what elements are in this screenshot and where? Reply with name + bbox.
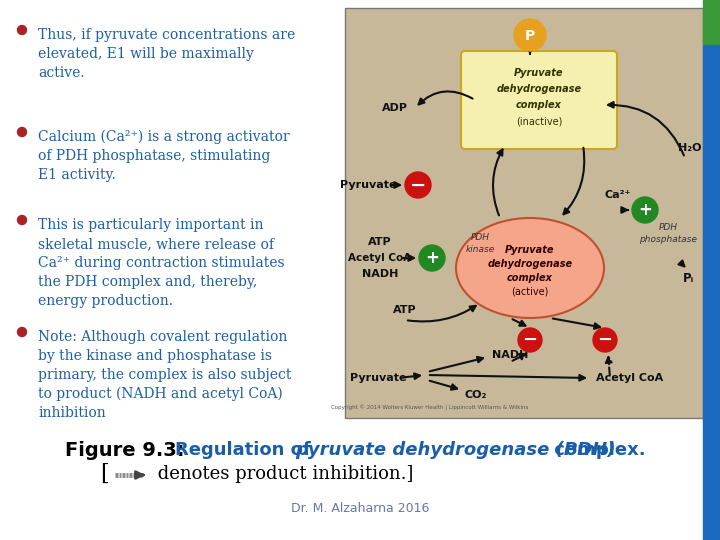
Text: Thus, if pyruvate concentrations are
elevated, E1 will be maximally
active.: Thus, if pyruvate concentrations are ele…: [38, 28, 295, 80]
Text: (inactive): (inactive): [516, 116, 562, 126]
Text: −: −: [523, 331, 538, 349]
Circle shape: [17, 215, 27, 225]
Text: Dr. M. Alzaharna 2016: Dr. M. Alzaharna 2016: [291, 502, 429, 515]
Text: ATP: ATP: [368, 237, 392, 247]
Circle shape: [17, 25, 27, 35]
Text: complex.: complex.: [548, 441, 646, 459]
Circle shape: [514, 19, 546, 51]
Circle shape: [17, 127, 27, 137]
Text: dehydrogenase: dehydrogenase: [487, 259, 572, 269]
Text: Regulation of: Regulation of: [175, 441, 317, 459]
Circle shape: [593, 328, 617, 352]
Text: denotes product inhibition.]: denotes product inhibition.]: [152, 465, 413, 483]
Text: Ca²⁺: Ca²⁺: [605, 190, 631, 200]
FancyBboxPatch shape: [461, 51, 617, 149]
Text: Pyruvate: Pyruvate: [505, 245, 554, 255]
Text: PDH: PDH: [659, 224, 678, 233]
Text: −: −: [598, 331, 613, 349]
Text: Note: Although covalent regulation
by the kinase and phosphatase is
primary, the: Note: Although covalent regulation by th…: [38, 330, 292, 420]
Text: P: P: [525, 29, 535, 43]
Circle shape: [518, 328, 542, 352]
Text: phosphatase: phosphatase: [639, 235, 697, 245]
Text: Pyruvate: Pyruvate: [350, 373, 406, 383]
Text: ATP: ATP: [393, 305, 417, 315]
Text: Pyruvate: Pyruvate: [340, 180, 396, 190]
Text: Copyright © 2014 Wolters Kluwer Health | Lippincott Williams & Wilkins: Copyright © 2014 Wolters Kluwer Health |…: [331, 405, 528, 411]
Ellipse shape: [456, 218, 604, 318]
Bar: [0, 420, 703, 540]
Bar: [703, 45, 720, 540]
Text: +: +: [425, 249, 439, 267]
Circle shape: [17, 327, 27, 336]
Circle shape: [419, 245, 445, 271]
Text: Acetyl CoA: Acetyl CoA: [348, 253, 412, 263]
Text: Pyruvate: Pyruvate: [514, 68, 564, 78]
Text: [: [: [100, 463, 109, 485]
Text: −: −: [410, 176, 426, 194]
Text: Pᵢ: Pᵢ: [683, 272, 693, 285]
Bar: [703, 0, 720, 45]
Text: dehydrogenase: dehydrogenase: [496, 84, 582, 94]
Text: complex: complex: [516, 100, 562, 110]
Text: H₂O: H₂O: [678, 143, 702, 153]
Circle shape: [632, 197, 658, 223]
Text: NADH: NADH: [492, 350, 528, 360]
Text: +: +: [638, 201, 652, 219]
Text: CO₂: CO₂: [465, 390, 487, 400]
Text: This is particularly important in
skeletal muscle, where release of
Ca²⁺ during : This is particularly important in skelet…: [38, 218, 284, 308]
Text: pyruvate dehydrogenase (PDH): pyruvate dehydrogenase (PDH): [295, 441, 616, 459]
Bar: [345, 8, 703, 418]
Text: Calcium (Ca²⁺) is a strong activator
of PDH phosphatase, stimulating
E1 activity: Calcium (Ca²⁺) is a strong activator of …: [38, 130, 289, 183]
Circle shape: [405, 172, 431, 198]
Text: ADP: ADP: [382, 103, 408, 113]
Text: complex: complex: [507, 273, 553, 283]
Text: Acetyl CoA: Acetyl CoA: [596, 373, 664, 383]
Text: PDH: PDH: [470, 233, 490, 242]
Text: NADH: NADH: [362, 269, 398, 279]
Text: Figure 9.3:: Figure 9.3:: [65, 441, 184, 460]
Text: kinase: kinase: [465, 246, 495, 254]
Text: (active): (active): [511, 287, 549, 297]
